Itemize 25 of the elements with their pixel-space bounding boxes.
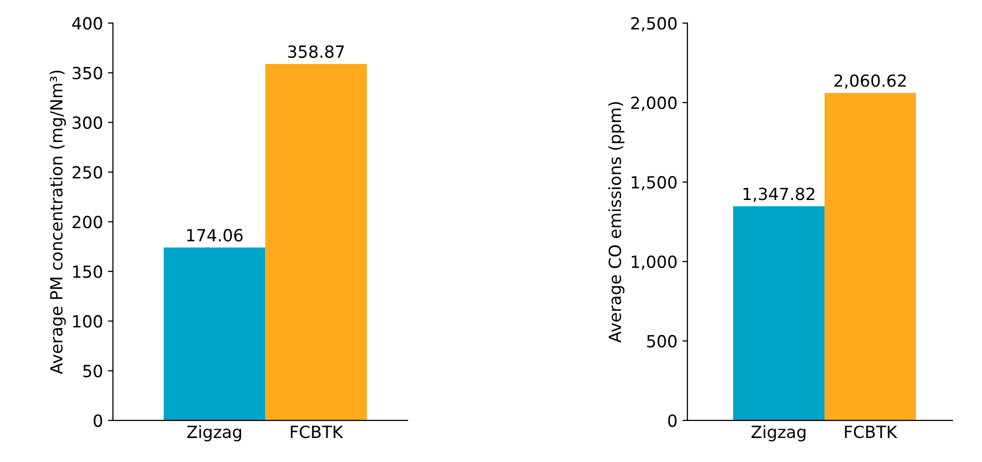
y-tick-label: 250 <box>72 166 102 179</box>
y-tick-label: 300 <box>72 116 102 129</box>
data-label: 358.87 <box>288 45 344 58</box>
data-label: 1,347.82 <box>744 188 814 202</box>
data-label: 2,060.62 <box>834 74 906 89</box>
y-tick-label: 100 <box>73 315 102 328</box>
x-tick-label: Zigzag <box>751 425 806 442</box>
y-tick-label: 2,500 <box>631 17 677 32</box>
y-tick-label: 0 <box>668 414 677 427</box>
y-tick-label: 500 <box>647 334 677 348</box>
y-tick-label: 150 <box>73 265 102 278</box>
y-tick-label: 350 <box>72 66 102 80</box>
data-label: 174.06 <box>187 228 243 242</box>
y-tick-label: 200 <box>72 216 102 228</box>
y-tick-label: 0 <box>94 414 102 427</box>
y-tick-label: 400 <box>72 17 102 30</box>
y-axis-title: Average CO emissions (ppm) <box>608 102 624 343</box>
y-tick-label: 50 <box>83 364 102 378</box>
y-axis-title: Average PM concentration (mg/Nm³) <box>50 70 66 374</box>
x-tick-label: FCBTK <box>290 426 344 438</box>
x-tick-label: Zigzag <box>187 425 242 442</box>
x-tick-label: FCBTK <box>845 426 898 438</box>
y-tick-label: 1,500 <box>632 176 677 190</box>
y-tick-label: 2,000 <box>631 96 677 111</box>
y-tick-label: 1,000 <box>632 255 677 270</box>
